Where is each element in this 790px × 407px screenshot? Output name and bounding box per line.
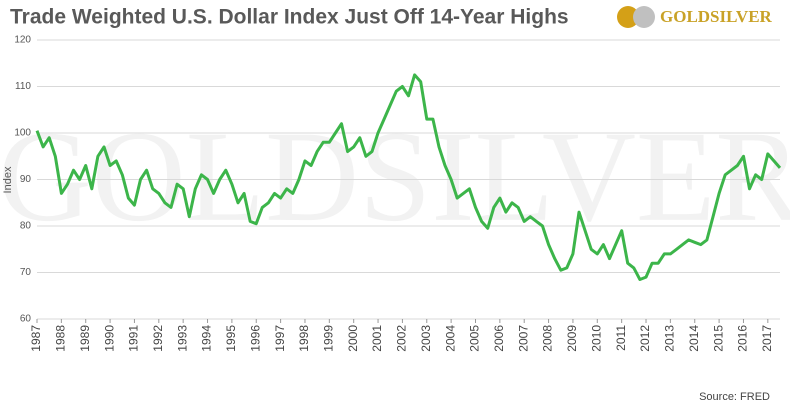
y-tick-label: 70 [20, 267, 32, 278]
logo-coin [633, 6, 655, 28]
x-tick-label: 1991 [127, 325, 141, 352]
x-tick-label: 2011 [614, 325, 628, 351]
x-tick-label: 2000 [346, 325, 360, 352]
x-tick-label: 2005 [468, 325, 482, 352]
x-tick-label: 2013 [663, 325, 677, 352]
x-tick-label: 2003 [419, 325, 433, 352]
logo: GOLDSILVER [660, 7, 773, 26]
x-tick-label: 2002 [395, 325, 409, 352]
x-tick-label: 2012 [638, 325, 652, 352]
x-tick-label: 1994 [200, 325, 214, 352]
x-tick-label: 1992 [151, 325, 165, 352]
x-tick-label: 2006 [492, 325, 506, 352]
source: Source: FRED [699, 391, 770, 403]
x-tick-label: 1999 [321, 325, 335, 352]
y-tick-label: 120 [14, 35, 31, 46]
x-tick-label: 1987 [29, 325, 43, 352]
x-tick-label: 1989 [78, 325, 92, 352]
x-tick-label: 2001 [370, 325, 384, 352]
logo-coin [617, 6, 639, 28]
watermark: GOLDSILVER [0, 105, 790, 249]
x-tick-label: 2014 [687, 325, 701, 352]
y-axis-label: Index [2, 166, 14, 193]
x-tick-label: 1993 [175, 325, 189, 352]
x-tick-label: 1996 [248, 325, 262, 352]
x-tick-label: 2015 [711, 325, 725, 352]
x-tick-label: 1998 [297, 325, 311, 352]
x-tick-label: 2016 [736, 325, 750, 352]
x-tick-label: 2004 [443, 325, 457, 352]
x-tick-label: 1990 [102, 325, 116, 352]
x-tick-label: 1988 [54, 325, 68, 352]
x-tick-label: 2017 [760, 325, 774, 352]
y-tick-label: 90 [20, 174, 32, 185]
y-tick-label: 80 [20, 221, 32, 232]
y-tick-label: 110 [15, 81, 31, 92]
chart-title: Trade Weighted U.S. Dollar Index Just Of… [10, 6, 569, 29]
x-tick-label: 2007 [516, 325, 530, 352]
y-tick-label: 100 [14, 128, 31, 139]
line [35, 73, 782, 281]
x-tick-label: 1997 [273, 325, 287, 352]
x-tick-label: 2010 [589, 325, 603, 352]
y-tick-label: 60 [20, 314, 32, 325]
x-tick-label: 1995 [224, 325, 238, 352]
x-tick-label: 2008 [541, 325, 555, 352]
x-tick-label: 2009 [565, 325, 579, 352]
